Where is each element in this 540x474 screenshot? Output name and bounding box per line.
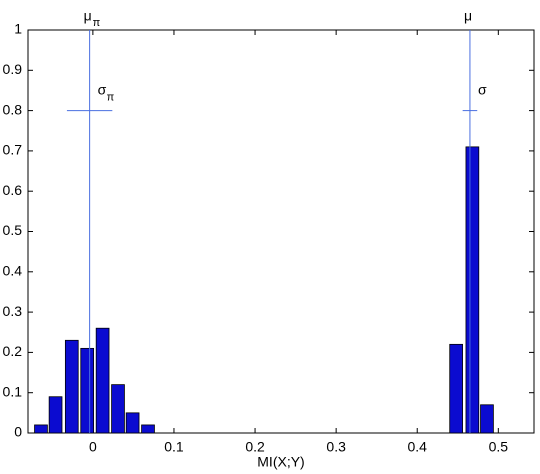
y-tick-label: 0.8 <box>3 101 23 117</box>
bar <box>141 424 155 434</box>
x-tick-label: 0.5 <box>489 439 509 455</box>
y-tick-label: 0.3 <box>3 303 23 319</box>
y-tick-label: 0.6 <box>3 182 23 198</box>
y-tick-label: 1 <box>14 21 22 37</box>
x-tick-label: 0.2 <box>245 439 265 455</box>
bar <box>64 339 79 434</box>
bar <box>465 146 480 434</box>
bar <box>125 412 140 434</box>
y-tick-label: 0.7 <box>3 142 23 158</box>
bar <box>480 404 494 434</box>
bar <box>449 343 463 434</box>
y-tick-label: 0.9 <box>3 61 23 77</box>
sigma-label: σ <box>98 81 107 97</box>
bar <box>95 327 110 434</box>
y-tick-label: 0.5 <box>3 222 23 238</box>
mean-label: μ <box>84 8 92 24</box>
mean-subscript: π <box>93 17 101 29</box>
bar <box>34 424 48 434</box>
x-tick-label: 0 <box>89 439 97 455</box>
sigma-label: σ <box>478 81 487 97</box>
y-tick-label: 0.1 <box>3 383 23 399</box>
x-tick-label: 0.3 <box>326 439 346 455</box>
x-tick-label: 0.4 <box>407 439 427 455</box>
bar <box>80 347 95 434</box>
mean-label: μ <box>464 8 472 24</box>
y-tick-label: 0.2 <box>3 343 23 359</box>
bar <box>111 384 125 434</box>
sigma-subscript: π <box>107 92 115 104</box>
y-tick-label: 0.4 <box>3 263 23 279</box>
y-tick-label: 0 <box>14 424 22 440</box>
x-axis-label: MI(X;Y) <box>257 454 304 470</box>
bar <box>48 396 63 434</box>
x-tick-label: 0.1 <box>164 439 184 455</box>
